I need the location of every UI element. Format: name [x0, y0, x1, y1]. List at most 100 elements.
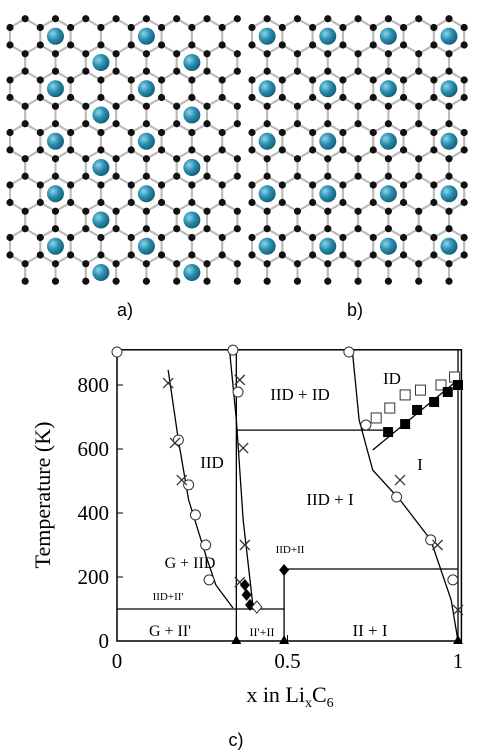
carbon-atom: [370, 41, 377, 48]
lithium-atom: [319, 238, 336, 255]
carbon-atom: [188, 41, 195, 48]
carbon-atom: [324, 225, 331, 232]
carbon-atom: [370, 76, 377, 83]
lithium-atom: [138, 133, 155, 150]
carbon-atom: [173, 120, 180, 127]
lithium-atom: [259, 80, 276, 97]
marker: [184, 480, 194, 490]
carbon-atom: [294, 278, 301, 285]
carbon-atom: [52, 103, 59, 110]
region-label: G + IID: [165, 555, 216, 572]
lithium-atom: [47, 133, 64, 150]
carbon-atom: [203, 68, 210, 75]
lithium-atom: [183, 264, 200, 281]
carbon-atom: [128, 199, 135, 206]
carbon-atom: [445, 103, 452, 110]
carbon-atom: [128, 76, 135, 83]
carbon-atom: [324, 208, 331, 215]
carbon-atom: [445, 120, 452, 127]
marker: [204, 575, 214, 585]
carbon-atom: [112, 50, 119, 57]
marker: [361, 420, 371, 430]
carbon-atom: [173, 173, 180, 180]
carbon-atom: [415, 225, 422, 232]
region-label: IID + ID: [270, 385, 330, 404]
carbon-atom: [248, 146, 255, 153]
carbon-atom: [143, 225, 150, 232]
carbon-atom: [294, 225, 301, 232]
carbon-atom: [173, 68, 180, 75]
carbon-atom: [430, 129, 437, 136]
carbon-atom: [264, 278, 271, 285]
x-axis-title-part: C: [312, 682, 327, 707]
carbon-atom: [52, 208, 59, 215]
carbon-atom: [112, 15, 119, 22]
carbon-atom: [461, 251, 468, 258]
carbon-atom: [158, 24, 165, 31]
lithium-atom: [380, 80, 397, 97]
carbon-atom: [112, 278, 119, 285]
marker: [392, 492, 402, 502]
carbon-atom: [339, 234, 346, 241]
carbon-atom: [324, 68, 331, 75]
carbon-atom: [143, 50, 150, 57]
carbon-atom: [234, 225, 241, 232]
carbon-atom: [188, 24, 195, 31]
carbon-atom: [354, 173, 361, 180]
lithium-atom: [380, 133, 397, 150]
marker: [383, 427, 393, 437]
carbon-atom: [430, 24, 437, 31]
carbon-atom: [461, 24, 468, 31]
lithium-atom: [441, 28, 458, 45]
carbon-atom: [279, 41, 286, 48]
carbon-atom: [324, 15, 331, 22]
region-label: IID + I: [306, 490, 354, 509]
carbon-atom: [264, 103, 271, 110]
carbon-atom: [415, 155, 422, 162]
marker: [163, 378, 173, 388]
carbon-atom: [264, 260, 271, 267]
x-tick-label: 0.5: [274, 649, 300, 673]
lithium-atom: [47, 80, 64, 97]
carbon-atom: [400, 129, 407, 136]
panel-label: b): [347, 300, 363, 320]
carbon-atom: [97, 199, 104, 206]
carbon-atom: [400, 146, 407, 153]
carbon-atom: [219, 251, 226, 258]
carbon-atom: [430, 146, 437, 153]
carbon-atom: [415, 278, 422, 285]
carbon-atom: [354, 15, 361, 22]
carbon-atom: [112, 103, 119, 110]
region-label: IID: [200, 453, 224, 472]
carbon-atom: [6, 146, 13, 153]
carbon-atom: [52, 260, 59, 267]
carbon-atom: [445, 50, 452, 57]
carbon-atom: [188, 251, 195, 258]
lithium-atom: [319, 28, 336, 45]
carbon-atom: [339, 199, 346, 206]
carbon-atom: [143, 260, 150, 267]
carbon-atom: [203, 260, 210, 267]
carbon-atom: [219, 181, 226, 188]
carbon-atom: [6, 129, 13, 136]
carbon-atom: [6, 234, 13, 241]
carbon-atom: [461, 129, 468, 136]
carbon-atom: [22, 103, 29, 110]
carbon-atom: [22, 225, 29, 232]
carbon-atom: [309, 181, 316, 188]
region-label: G + II': [149, 623, 191, 640]
carbon-atom: [339, 181, 346, 188]
carbon-atom: [22, 68, 29, 75]
carbon-atom: [430, 181, 437, 188]
carbon-atom: [324, 173, 331, 180]
carbon-atom: [339, 41, 346, 48]
carbon-atom: [6, 24, 13, 31]
carbon-atom: [82, 225, 89, 232]
carbon-atom: [445, 173, 452, 180]
carbon-atom: [279, 24, 286, 31]
x-tick-label: 0: [112, 649, 123, 673]
carbon-atom: [173, 155, 180, 162]
carbon-atom: [415, 68, 422, 75]
carbon-atom: [264, 50, 271, 57]
y-tick-label: 200: [78, 565, 110, 589]
